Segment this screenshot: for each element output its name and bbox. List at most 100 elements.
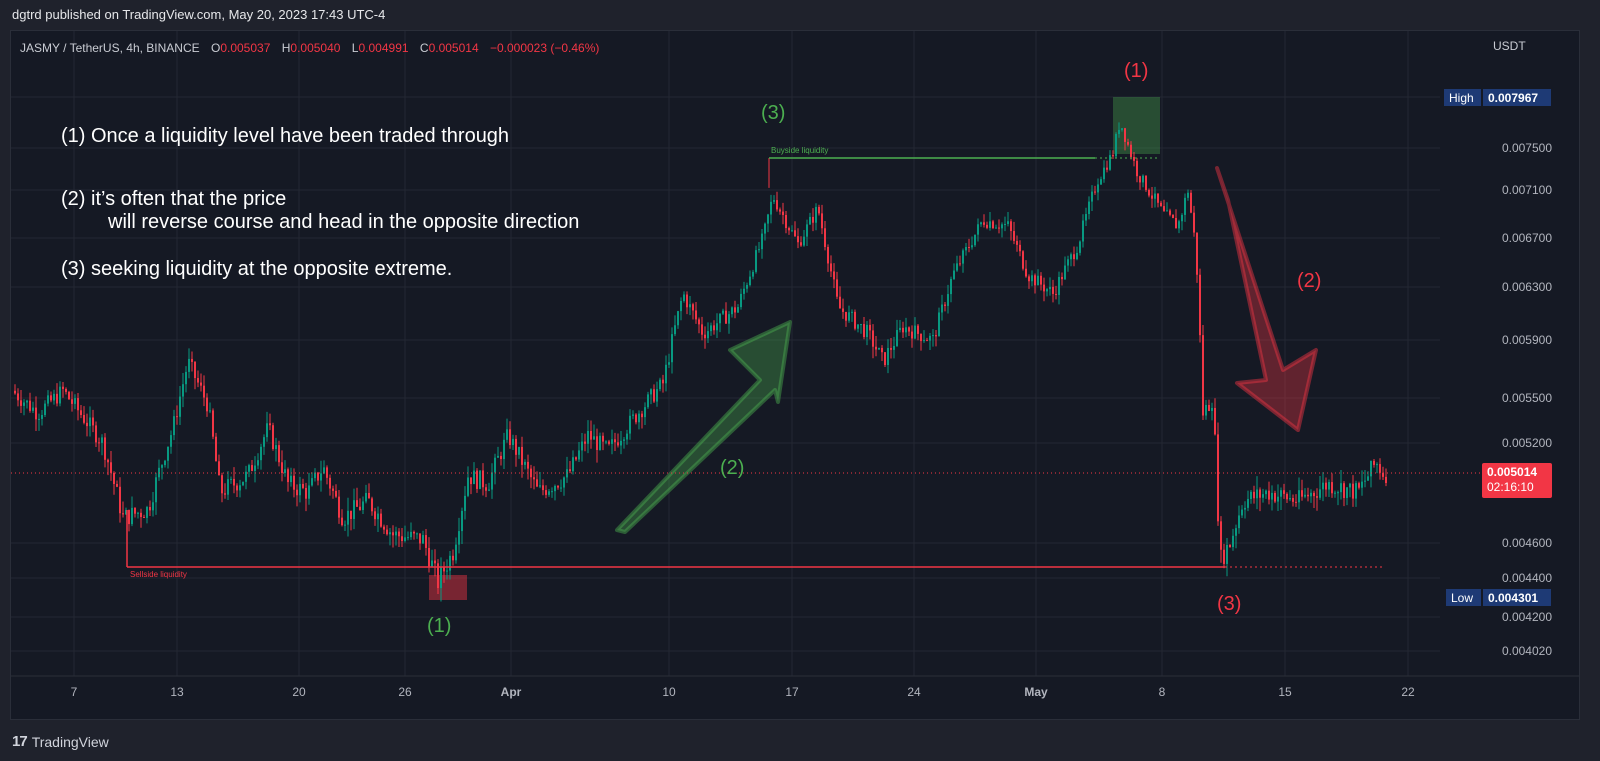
candle-body — [713, 325, 715, 331]
candle-body — [512, 438, 514, 445]
candle-body — [236, 485, 238, 491]
candle-body — [275, 445, 277, 449]
candle-body — [152, 502, 154, 511]
candle-body — [1187, 192, 1189, 198]
candle-body — [650, 389, 652, 395]
candle-body — [1037, 275, 1039, 286]
candle-body — [1064, 265, 1066, 280]
candle-body — [707, 331, 709, 339]
time-tick-label: 8 — [1159, 685, 1166, 699]
candle-body — [1259, 489, 1261, 498]
candle-body — [830, 263, 832, 272]
candle-body — [203, 385, 205, 398]
candle-body — [35, 407, 37, 420]
candle-body — [116, 484, 118, 487]
candle-body — [428, 547, 430, 567]
candle-body — [710, 325, 712, 332]
candle-body — [1145, 175, 1147, 190]
symbol-label[interactable]: JASMY / TetherUS, 4h, BINANCE — [20, 41, 200, 55]
candle-body — [1094, 191, 1096, 193]
candle-body — [998, 227, 1000, 229]
candle-body — [1196, 232, 1198, 275]
candle-body — [119, 486, 121, 514]
currency-unit[interactable]: USDT — [1493, 39, 1526, 53]
candle-body — [212, 410, 214, 437]
candle-body — [368, 492, 370, 499]
candle-body — [899, 327, 901, 331]
candle-body — [557, 485, 559, 488]
candle-body — [1340, 483, 1342, 493]
candle-body — [776, 200, 778, 210]
buyside-liquidity-label: Buyside liquidity — [771, 146, 829, 155]
time-tick-label: 7 — [71, 685, 78, 699]
candle-body — [1343, 483, 1345, 498]
price-tick-label: 0.007100 — [1502, 183, 1552, 197]
candle-body — [800, 242, 802, 246]
candle-body — [1367, 476, 1369, 481]
candle-body — [80, 410, 82, 416]
sellside-liquidity-label: Sellside liquidity — [130, 570, 187, 579]
candle-body — [677, 311, 679, 326]
candle-body — [479, 470, 481, 489]
candle-body — [1190, 192, 1192, 213]
candle-body — [572, 457, 574, 472]
candle-body — [764, 223, 766, 234]
close-key: C — [419, 41, 429, 55]
time-tick-label: Apr — [501, 685, 522, 699]
candle-body — [1025, 268, 1027, 277]
candle-body — [1097, 184, 1099, 193]
open-key: O — [210, 41, 221, 55]
candle-body — [1121, 128, 1123, 130]
candle-body — [437, 563, 439, 589]
candle-body — [1376, 464, 1378, 466]
candle-body — [179, 396, 181, 417]
low-key: L — [351, 41, 359, 55]
candle-body — [539, 485, 541, 487]
candle-body — [392, 532, 394, 536]
green-up-arrow-icon — [615, 320, 792, 534]
candle-body — [1178, 221, 1180, 229]
candle-body — [1358, 483, 1360, 488]
candle-body — [524, 461, 526, 465]
candle-body — [17, 393, 19, 401]
candle-body — [1262, 494, 1264, 498]
candle-body — [1301, 490, 1303, 497]
candle-body — [251, 465, 253, 471]
tradingview-footer[interactable]: 17 TradingView — [12, 733, 109, 750]
time-tick-label: 15 — [1278, 685, 1292, 699]
open-value: 0.005037 — [220, 41, 271, 55]
candle-body — [128, 509, 130, 525]
candle-body — [1238, 515, 1240, 529]
candle-body — [878, 347, 880, 350]
candle-body — [1286, 493, 1288, 500]
candle-body — [860, 324, 862, 326]
candle-body — [806, 224, 808, 237]
candle-body — [38, 418, 40, 420]
candle-body — [863, 324, 865, 338]
candle-body — [1067, 259, 1069, 266]
candle-body — [1379, 464, 1381, 473]
candle-body — [1247, 498, 1249, 508]
candle-body — [335, 490, 337, 497]
candle-body — [269, 423, 271, 426]
green-label-2: (2) — [720, 457, 745, 479]
candle-body — [41, 414, 43, 419]
candle-body — [23, 402, 25, 406]
candle-body — [278, 445, 280, 463]
candle-body — [497, 455, 499, 458]
candle-body — [974, 234, 976, 246]
chart-pane[interactable] — [10, 30, 1580, 720]
candle-body — [644, 407, 646, 418]
candle-body — [1310, 492, 1312, 497]
candle-body — [581, 441, 583, 451]
candle-body — [1004, 223, 1006, 225]
candle-body — [731, 307, 733, 315]
candle-body — [1205, 404, 1207, 416]
candle-body — [389, 532, 391, 535]
candle-body — [380, 513, 382, 527]
candle-body — [785, 215, 787, 229]
candle-body — [683, 294, 685, 301]
candle-body — [1331, 482, 1333, 494]
candle-body — [200, 382, 202, 386]
